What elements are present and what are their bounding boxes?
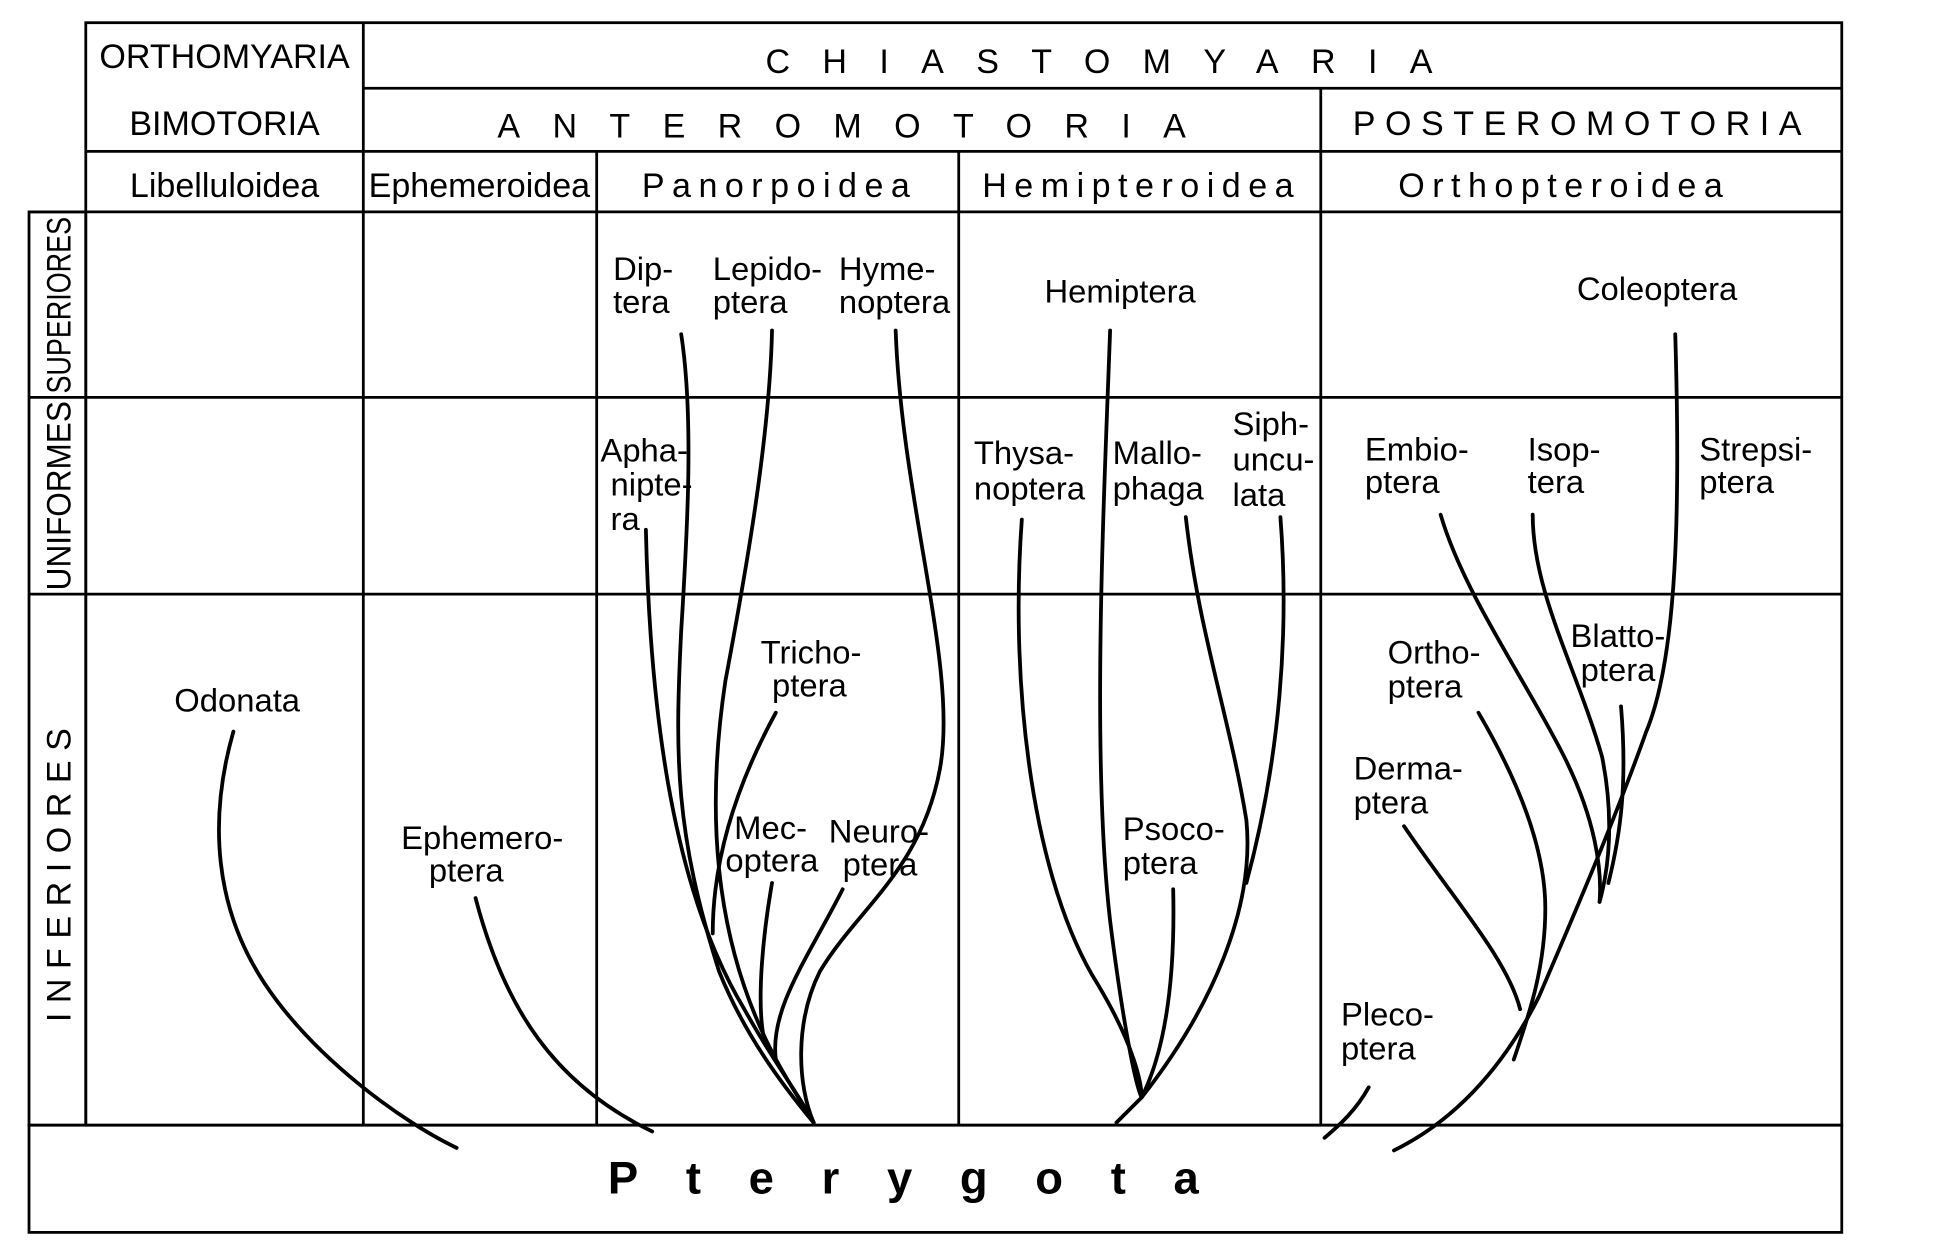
taxon-line: Psoco- xyxy=(1123,810,1225,847)
row-label: INFERIORES xyxy=(41,719,79,1022)
taxon-line: Neuro- xyxy=(829,813,929,850)
taxon-line: Mec- xyxy=(734,809,807,846)
taxon-line: ptera xyxy=(713,283,788,320)
taxon: Embio-ptera xyxy=(1365,430,1469,500)
taxon-line: Blatto- xyxy=(1571,617,1666,654)
taxon: Thysa-noptera xyxy=(974,434,1086,506)
taxon-line: Lepido- xyxy=(713,250,822,287)
taxon-line: noptera xyxy=(974,470,1086,507)
taxon-line: ptera xyxy=(1341,1030,1416,1067)
taxon-line: optera xyxy=(725,842,819,879)
row-label: UNIFORMES xyxy=(41,401,79,590)
taxa: Odonata Ephemero-ptera Dip-tera Lepido-p… xyxy=(174,250,1812,1067)
taxon-line: ptera xyxy=(772,666,847,703)
taxon-line: Ortho- xyxy=(1388,633,1481,670)
taxon-line: ptera xyxy=(1581,651,1656,688)
header: ORTHOMYARIA CHIASTOMYARIA BIMOTORIA ANTE… xyxy=(99,38,1811,205)
taxon-line: Hyme- xyxy=(839,250,936,287)
taxon: Mallo-phaga xyxy=(1113,434,1205,506)
header-cell: Libelluloidea xyxy=(130,167,319,205)
header-cell: Panorpoidea xyxy=(642,167,918,205)
branches xyxy=(217,328,1680,1153)
taxon-line: tera xyxy=(1528,463,1585,500)
taxon-line: ra xyxy=(611,500,641,537)
taxon-line: Thysa- xyxy=(974,434,1074,471)
row-labels: SUPERIORES UNIFORMES INFERIORES xyxy=(41,217,79,1022)
taxon: Siph-uncu-lata xyxy=(1232,405,1314,513)
taxon: Coleoptera xyxy=(1577,270,1738,307)
taxon-line: lata xyxy=(1232,476,1286,513)
taxon-line: Ephemero- xyxy=(401,819,563,856)
taxon: Strepsi-ptera xyxy=(1699,430,1812,500)
taxon: Hyme-noptera xyxy=(839,250,951,320)
taxon-line: ptera xyxy=(1354,784,1429,821)
taxon: Blatto-ptera xyxy=(1571,617,1666,688)
root-label: Pterygota xyxy=(608,1152,1247,1203)
taxon-line: Strepsi- xyxy=(1699,430,1812,467)
taxon-line: Tricho- xyxy=(761,633,862,670)
taxon-line: uncu- xyxy=(1232,441,1314,478)
taxon: Derma-ptera xyxy=(1354,750,1463,821)
header-cell: Hemipteroidea xyxy=(982,167,1301,205)
taxon-line: Embio- xyxy=(1365,430,1469,467)
header-cell: ORTHOMYARIA xyxy=(99,38,350,76)
taxon-line: Pleco- xyxy=(1341,996,1434,1033)
taxon: Neuro-ptera xyxy=(829,813,929,883)
taxon-line: Dip- xyxy=(613,250,673,287)
taxon-line: Derma- xyxy=(1354,750,1463,787)
taxon-line: ptera xyxy=(1699,463,1774,500)
taxon-line: ptera xyxy=(429,852,504,889)
taxon-line: ptera xyxy=(843,845,918,882)
taxon-line: Siph- xyxy=(1232,405,1309,442)
header-cell: Orthopteroidea xyxy=(1398,167,1730,205)
taxon-line: Isop- xyxy=(1528,430,1601,467)
taxon-line: Mallo- xyxy=(1113,434,1202,471)
taxon: Lepido-ptera xyxy=(713,250,822,320)
taxon-line: noptera xyxy=(839,283,951,320)
taxon: Tricho-ptera xyxy=(761,633,862,703)
taxon-line: tera xyxy=(613,283,670,320)
taxon: Ortho-ptera xyxy=(1388,633,1481,704)
taxon: Hemiptera xyxy=(1045,273,1197,310)
taxon: Mec-optera xyxy=(725,809,819,879)
taxon: Dip-tera xyxy=(613,250,673,320)
taxon-line: ptera xyxy=(1365,463,1440,500)
taxon: Odonata xyxy=(174,681,301,718)
header-cell: ANTEROMOTORIA xyxy=(497,107,1218,145)
taxon-line: Apha- xyxy=(600,432,687,469)
taxon: Isop-tera xyxy=(1528,430,1601,500)
taxon-line: nipte- xyxy=(611,466,693,503)
taxon-line: ptera xyxy=(1123,844,1198,881)
header-cell: Ephemeroidea xyxy=(369,167,591,205)
taxon: Psoco-ptera xyxy=(1123,810,1225,881)
taxon: Pleco-ptera xyxy=(1341,996,1434,1067)
header-cell: POSTEROMOTORIA xyxy=(1353,105,1811,143)
table-grid xyxy=(27,21,1844,1234)
header-cell: BIMOTORIA xyxy=(129,105,320,143)
row-label: SUPERIORES xyxy=(41,217,79,394)
taxon: Ephemero-ptera xyxy=(401,819,563,889)
taxon-line: phaga xyxy=(1113,470,1205,507)
taxon-line: ptera xyxy=(1388,668,1463,705)
header-cell: CHIASTOMYARIA xyxy=(765,43,1464,81)
taxon: Apha-nipte-ra xyxy=(600,432,692,537)
